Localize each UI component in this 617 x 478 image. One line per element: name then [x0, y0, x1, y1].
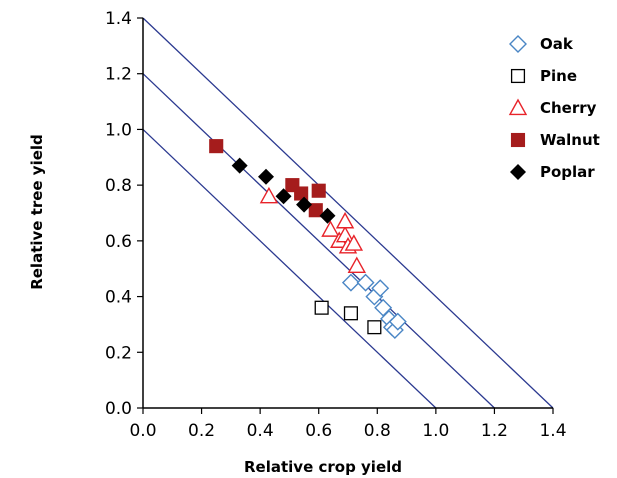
legend-marker-cherry — [508, 98, 528, 116]
reference-lines — [142, 17, 554, 409]
x-tick-label: 0.4 — [247, 421, 274, 441]
cherry-point — [321, 220, 340, 237]
legend-marker-poplar — [510, 164, 526, 180]
poplar-point — [258, 168, 274, 185]
y-tick-label: 0.6 — [105, 232, 132, 252]
oak-point — [341, 273, 360, 292]
y-tick-label: 1.0 — [105, 120, 132, 140]
data-points — [209, 139, 407, 339]
cherry-point — [335, 225, 355, 243]
x-tick-label: 0.6 — [305, 421, 332, 441]
y-tick-label: 0.4 — [105, 288, 132, 308]
x-tick-label: 1.4 — [539, 421, 566, 441]
cherry-point — [347, 256, 366, 274]
pine-point — [367, 320, 382, 335]
legend-label-walnut: Walnut — [540, 131, 600, 149]
x-tick-label: 1.2 — [481, 421, 508, 441]
x-tick-label: 0.2 — [188, 421, 215, 441]
cherry-point — [259, 186, 279, 204]
reference-line — [142, 73, 495, 409]
x-tick-label: 1.0 — [422, 421, 449, 441]
y-tick-label: 0.2 — [105, 343, 132, 363]
poplar-point — [319, 207, 336, 224]
oak-point — [374, 298, 393, 317]
pine-point — [343, 306, 358, 321]
walnut-point — [294, 186, 309, 201]
legend-marker-pine — [510, 68, 526, 84]
poplar-point — [275, 188, 292, 205]
walnut-point — [311, 183, 326, 198]
legend: Oak Pine Cherry Walnut Poplar — [508, 35, 600, 181]
y-tick-label: 0.8 — [105, 176, 132, 196]
x-tick-label: 0.0 — [129, 421, 156, 441]
reference-line — [142, 17, 554, 409]
reference-line — [142, 128, 437, 409]
legend-label-pine: Pine — [540, 67, 577, 85]
y-tick-label: 1.2 — [105, 65, 132, 85]
y-tick-label: 1.4 — [105, 9, 132, 29]
legend-label-oak: Oak — [540, 35, 574, 53]
walnut-point — [209, 139, 224, 154]
legend-marker-walnut — [510, 132, 526, 148]
pine-point — [314, 300, 329, 315]
x-axis-title: Relative crop yield — [244, 458, 402, 476]
oak-point — [388, 312, 407, 331]
cherry-point — [344, 234, 364, 251]
poplar-point — [296, 196, 313, 213]
legend-label-poplar: Poplar — [540, 163, 595, 181]
legend-label-cherry: Cherry — [540, 99, 597, 117]
y-axis-title: Relative tree yield — [28, 134, 46, 290]
y-tick-label: 0.0 — [105, 399, 132, 419]
x-tick-label: 0.8 — [364, 421, 391, 441]
axis-ticks: 0.0 0.2 0.4 0.6 0.8 1.0 1.2 1.4 0.0 0.2 0.4 0.6 0.8 1… — [105, 9, 567, 441]
cherry-point — [335, 211, 355, 229]
oak-point — [356, 273, 375, 292]
oak-point — [371, 279, 390, 298]
poplar-point — [231, 157, 248, 174]
walnut-point — [308, 203, 323, 218]
legend-marker-oak — [509, 35, 527, 53]
